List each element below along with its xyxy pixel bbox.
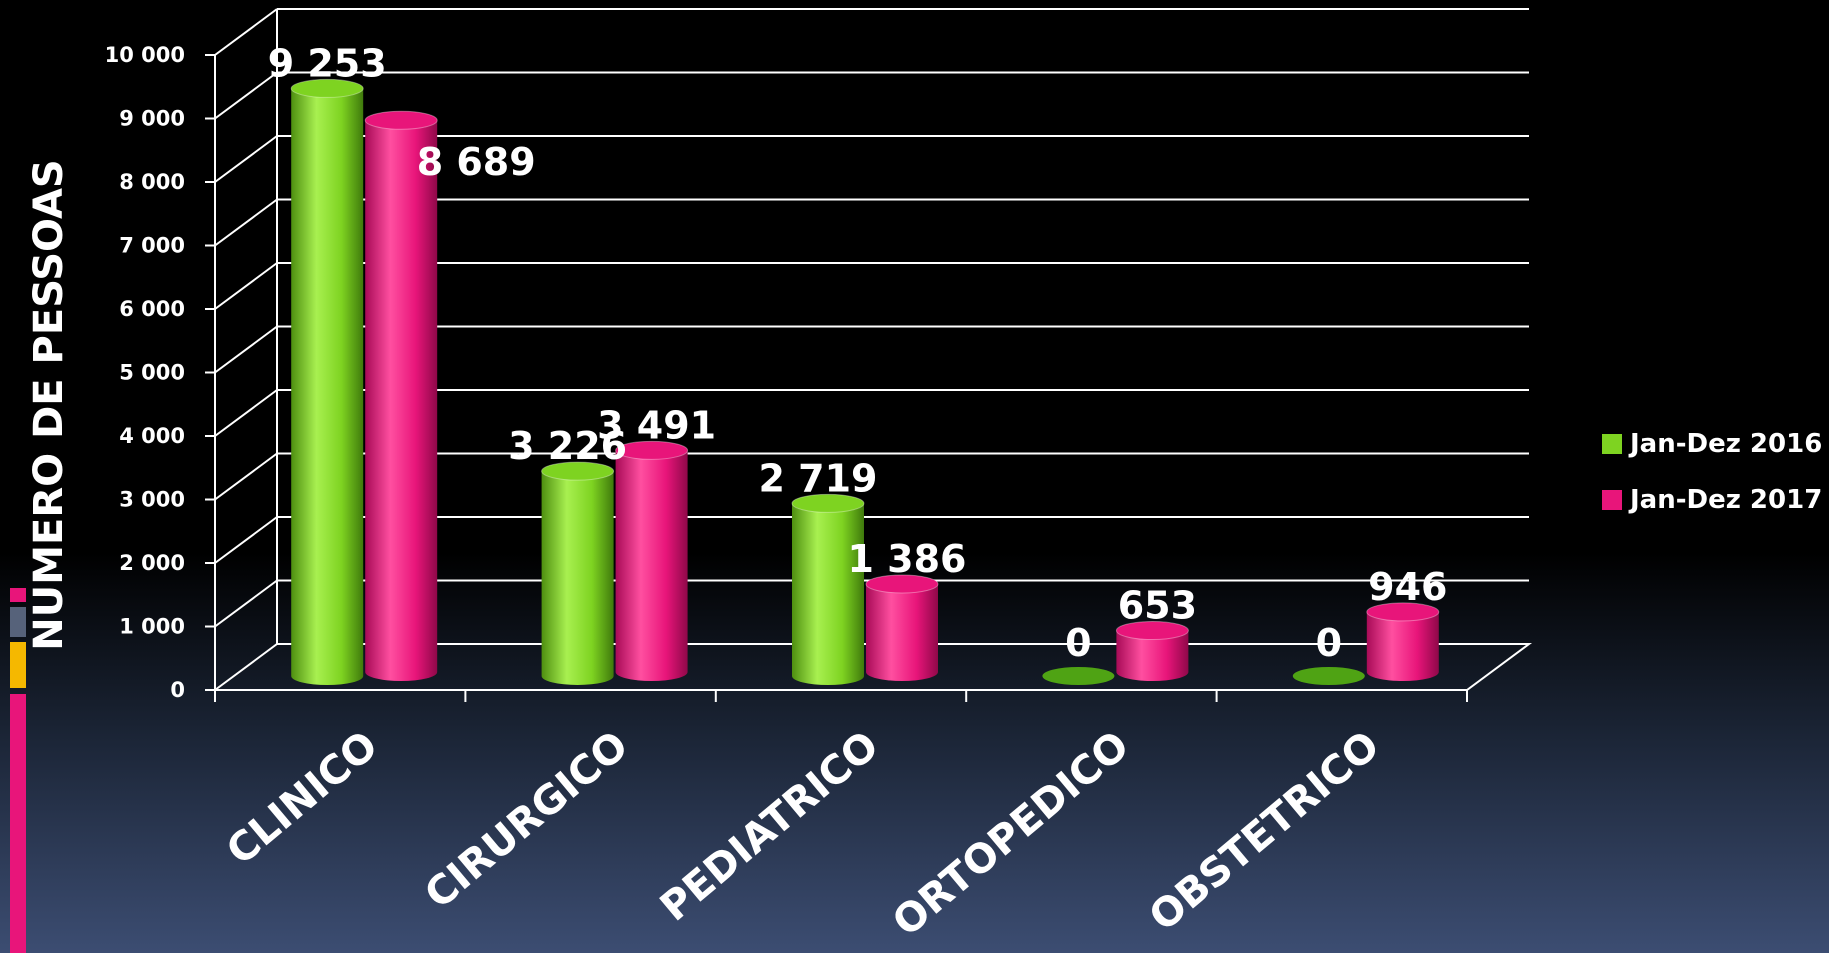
y-tick-label: 5 000 — [119, 361, 185, 385]
data-label: 946 — [1368, 565, 1447, 609]
accent-bar-pink-top — [10, 588, 26, 602]
data-label: 0 — [1065, 621, 1091, 665]
accent-bar-slate — [10, 607, 26, 637]
bar-body — [1366, 611, 1439, 681]
gridline-side — [214, 135, 278, 183]
y-tick-label: 9 000 — [119, 107, 185, 131]
legend-swatch — [1602, 490, 1622, 510]
data-label: 9 253 — [268, 41, 387, 85]
gridline-side — [214, 71, 278, 120]
y-axis-label: NUMERO DE PESSOAS — [26, 159, 72, 650]
bar — [615, 440, 689, 681]
accent-bar-yellow — [10, 642, 26, 688]
gridline-side — [214, 579, 278, 628]
y-tick-label: 10 000 — [105, 43, 185, 67]
bar — [1366, 602, 1440, 681]
bar — [1115, 621, 1189, 681]
bar-body — [365, 120, 438, 682]
data-label: 2 719 — [759, 456, 878, 500]
bar — [791, 493, 865, 685]
x-tick-label: CIRURGICO — [416, 722, 637, 918]
bar-body — [291, 88, 364, 685]
bar-body — [541, 471, 614, 685]
y-tick-label: 6 000 — [119, 297, 185, 321]
gridline-side — [214, 452, 278, 501]
bar-top — [1366, 602, 1440, 622]
y-tick-label: 1 000 — [119, 615, 185, 639]
bar-top — [615, 440, 689, 460]
bar-top — [865, 574, 939, 594]
data-label: 1 386 — [848, 537, 967, 581]
y-tick-label: 0 — [170, 678, 185, 702]
gridline-side — [214, 389, 278, 437]
bar-top — [290, 78, 364, 98]
bar-top — [364, 110, 438, 130]
y-tick-label: 3 000 — [119, 488, 185, 512]
bar — [1292, 667, 1365, 685]
bar-top — [791, 493, 865, 513]
x-tick-label: ORTOPEDICO — [884, 722, 1138, 945]
bar — [290, 78, 364, 685]
legend-entry: Jan-Dez 2017 — [1628, 485, 1822, 515]
legend-entry: Jan-Dez 2016 — [1628, 429, 1822, 459]
bar-body — [792, 503, 864, 685]
y-tick-label: 8 000 — [119, 170, 185, 194]
bar — [541, 461, 615, 685]
bar — [865, 574, 939, 681]
bar-body — [866, 583, 938, 681]
y-tick-label: 2 000 — [119, 551, 185, 575]
accent-bar-pink-bottom — [10, 694, 26, 953]
gridline-side — [214, 325, 278, 374]
bar — [364, 110, 438, 682]
gridline-side — [214, 516, 278, 564]
bar-body — [1116, 630, 1189, 681]
x-tick-label: OBSTETRICO — [1141, 722, 1388, 940]
data-label: 3 226 — [508, 424, 627, 468]
y-tick-label: 4 000 — [119, 424, 185, 448]
gridline-side — [214, 262, 278, 310]
bar-body — [615, 450, 688, 681]
bar — [1042, 667, 1115, 685]
bar-top — [1115, 621, 1189, 641]
x-tick-label: CLINICO — [218, 722, 387, 874]
legend-swatch — [1602, 434, 1622, 454]
x-tick-label: PEDIATRICO — [652, 722, 888, 930]
data-label: 653 — [1118, 584, 1197, 628]
y-tick-label: 7 000 — [119, 234, 185, 258]
data-label: 8 689 — [417, 140, 536, 184]
bar-base-zero — [1292, 667, 1365, 685]
bar-top — [541, 461, 615, 481]
gridline-side — [214, 198, 278, 247]
gridline-side — [214, 8, 278, 56]
bar-base-zero — [1042, 667, 1115, 685]
data-label: 3 491 — [597, 403, 716, 447]
data-label: 0 — [1316, 621, 1342, 665]
